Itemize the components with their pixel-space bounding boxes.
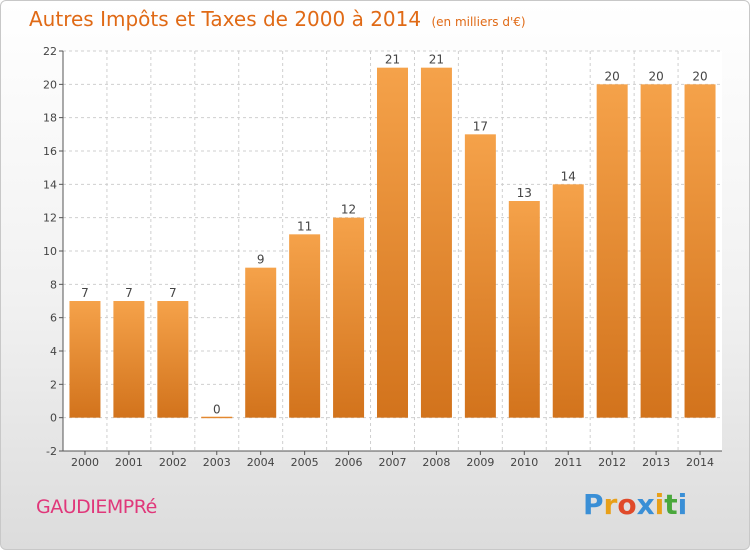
y-tick-label: 16 [43, 145, 57, 158]
data-label: 7 [81, 286, 89, 300]
data-label: 0 [213, 403, 221, 417]
data-label: 21 [385, 53, 400, 67]
logo-letter: t [664, 488, 678, 521]
data-label: 20 [648, 69, 663, 83]
y-tick-label: 6 [50, 312, 57, 325]
bar [508, 201, 540, 418]
data-label: 17 [473, 119, 488, 133]
x-tick-label: 2002 [159, 456, 187, 469]
commune-name: GAUDIEMPRé [36, 496, 157, 518]
y-tick-label: 10 [43, 245, 57, 258]
y-tick-label: 12 [43, 212, 57, 225]
bar [552, 184, 584, 418]
y-tick-label: 0 [50, 412, 57, 425]
data-label: 7 [169, 286, 177, 300]
bar [69, 301, 101, 418]
bar [157, 301, 189, 418]
x-tick-label: 2010 [510, 456, 538, 469]
x-tick-label: 2000 [71, 456, 99, 469]
bar [245, 267, 277, 418]
x-tick-label: 2001 [115, 456, 143, 469]
x-tick-label: 2014 [686, 456, 714, 469]
y-tick-label: 22 [43, 45, 57, 58]
bar [333, 217, 365, 418]
x-tick-label: 2004 [247, 456, 275, 469]
chart-subtitle: (en milliers d'€) [431, 15, 526, 29]
data-label: 7 [125, 286, 133, 300]
logo-letter: r [603, 488, 618, 521]
x-tick-label: 2009 [466, 456, 494, 469]
y-tick-label: 4 [50, 345, 57, 358]
y-tick-label: 8 [50, 278, 57, 291]
bar [596, 84, 628, 418]
logo-letter: i [654, 488, 665, 521]
data-label: 21 [429, 53, 444, 67]
y-tick-label: 14 [43, 178, 57, 191]
x-tick-label: 2005 [291, 456, 319, 469]
x-tick-label: 2006 [335, 456, 363, 469]
bar [420, 67, 452, 418]
x-tick-label: 2013 [642, 456, 670, 469]
data-label: 13 [517, 186, 532, 200]
logo-letter: x [636, 488, 655, 521]
x-tick-label: 2007 [379, 456, 407, 469]
y-tick-label: -2 [46, 445, 57, 458]
data-label: 12 [341, 203, 356, 217]
bar [377, 67, 408, 418]
bar [464, 134, 496, 418]
data-label: 11 [297, 219, 312, 233]
bar [289, 234, 321, 418]
x-tick-label: 2003 [203, 456, 231, 469]
chart-title: Autres Impôts et Taxes de 2000 à 2014 (e… [29, 7, 526, 31]
proxiti-logo[interactable]: Proxiti [583, 488, 687, 521]
y-tick-label: 2 [50, 378, 57, 391]
data-label: 20 [605, 69, 620, 83]
logo-letter: o [617, 488, 637, 521]
x-tick-label: 2012 [598, 456, 626, 469]
data-label: 20 [692, 69, 707, 83]
bar [640, 84, 672, 418]
y-tick-label: 18 [43, 112, 57, 125]
data-label: 14 [561, 169, 576, 183]
bar [201, 416, 233, 419]
bar [684, 84, 716, 418]
logo-letter: i [677, 488, 688, 521]
data-label: 9 [257, 253, 265, 267]
x-tick-label: 2011 [554, 456, 582, 469]
bar [113, 301, 145, 418]
chart-title-text: Autres Impôts et Taxes de 2000 à 2014 [29, 7, 422, 31]
y-tick-label: 20 [43, 78, 57, 91]
x-tick-label: 2008 [422, 456, 450, 469]
logo-letter: P [583, 488, 604, 521]
